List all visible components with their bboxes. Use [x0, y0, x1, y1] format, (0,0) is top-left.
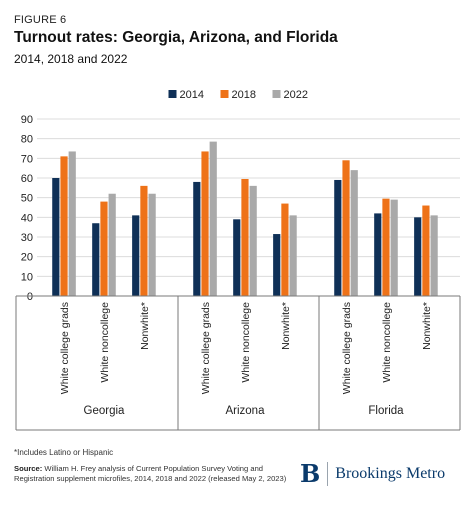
group-label-georgia: Georgia	[84, 405, 126, 417]
bar-florida-2018	[422, 205, 430, 296]
legend-label-2014: 2014	[180, 89, 204, 101]
y-tick-label: 0	[27, 291, 33, 303]
legend-swatch-2022	[272, 90, 281, 98]
source-text: William H. Frey analysis of Current Popu…	[14, 464, 287, 483]
bar-arizona-2018	[201, 151, 209, 296]
category-label: White college grads	[341, 302, 353, 394]
bar-arizona-2014	[193, 181, 201, 296]
group-label-florida: Florida	[368, 405, 404, 417]
legend-label-2018: 2018	[232, 89, 256, 101]
bar-florida-2014	[414, 217, 422, 296]
brand-divider	[327, 462, 329, 486]
category-label: Nonwhite*	[139, 302, 151, 350]
category-label: White college grads	[59, 302, 71, 394]
legend-swatch-2018	[220, 90, 229, 98]
bar-arizona-2022	[249, 185, 257, 296]
bar-georgia-2018	[140, 185, 148, 296]
y-tick-label: 60	[21, 173, 33, 185]
y-tick-label: 70	[21, 153, 33, 165]
legend-swatch-2014	[168, 90, 177, 98]
source-label: Source:	[14, 464, 43, 473]
legend-label-2022: 2022	[284, 89, 308, 101]
category-label: White college grads	[200, 302, 212, 394]
category-label: White noncollege	[381, 302, 393, 383]
y-tick-label: 80	[21, 134, 33, 146]
y-tick-label: 90	[21, 114, 33, 126]
y-tick-label: 10	[21, 271, 33, 283]
category-label: Nonwhite*	[421, 302, 433, 350]
bar-georgia-2014	[92, 223, 100, 296]
footnote: *Includes Latino or Hispanic	[14, 448, 114, 457]
category-label: Nonwhite*	[280, 302, 292, 350]
bar-chart: 2014 2018 2022 0 10 20 30 40 50 60 70 80 90 White col…	[15, 89, 461, 431]
bar-florida-2018	[342, 160, 350, 296]
chart-subtitle: 2014, 2018 and 2022	[14, 52, 128, 66]
bar-arizona-2014	[273, 234, 281, 296]
bar-florida-2022	[390, 199, 398, 296]
bar-georgia-2014	[52, 178, 60, 296]
bar-florida-2018	[382, 198, 390, 296]
y-tick-label: 30	[21, 232, 33, 244]
y-tick-label: 20	[21, 252, 33, 264]
bar-florida-2014	[374, 213, 382, 296]
bar-georgia-2022	[148, 193, 156, 296]
figure-label: FIGURE 6	[14, 14, 67, 26]
bar-georgia-2014	[132, 215, 140, 296]
bar-arizona-2022	[209, 141, 217, 296]
y-tick-label: 50	[21, 193, 33, 205]
bar-florida-2022	[350, 170, 358, 296]
bar-arizona-2022	[289, 215, 297, 296]
bar-arizona-2014	[233, 219, 241, 296]
bar-florida-2014	[334, 179, 342, 296]
brookings-logo: B Brookings Metro	[300, 462, 445, 486]
category-label: White noncollege	[99, 302, 111, 383]
source-note: Source: William H. Frey analysis of Curr…	[14, 464, 296, 483]
chart-title: Turnout rates: Georgia, Arizona, and Flo…	[14, 29, 338, 46]
bar-georgia-2018	[60, 156, 68, 296]
bar-arizona-2018	[281, 203, 289, 296]
bar-georgia-2018	[100, 201, 108, 296]
brand-name: Brookings Metro	[335, 465, 446, 482]
bar-georgia-2022	[68, 151, 76, 296]
category-label: White noncollege	[240, 302, 252, 383]
bar-arizona-2018	[241, 178, 249, 296]
brand-mark: B	[300, 459, 321, 488]
y-tick-label: 40	[21, 212, 33, 224]
bar-florida-2022	[430, 215, 438, 296]
group-label-arizona: Arizona	[225, 405, 265, 417]
bar-georgia-2022	[108, 193, 116, 296]
